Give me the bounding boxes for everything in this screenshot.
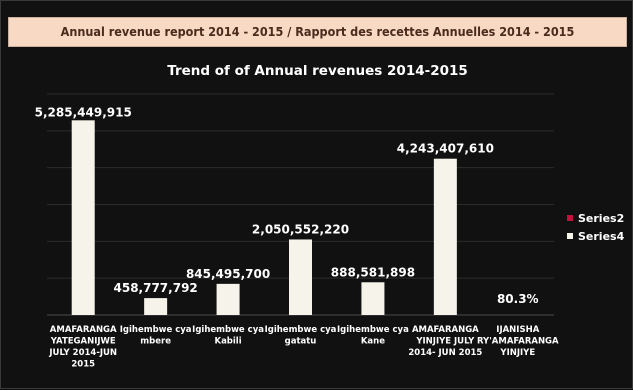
x-tick-label: Kabili <box>214 337 241 347</box>
legend-label-series4: Series4 <box>578 229 625 243</box>
x-tick-label: AMAFARANGA <box>412 325 479 335</box>
bar <box>289 239 312 315</box>
bar <box>216 283 240 315</box>
x-tick-label: gatatu <box>285 337 317 347</box>
x-tick-label: mbere <box>140 337 171 347</box>
legend-label-series2: Series2 <box>578 211 625 225</box>
x-tick-label: Igihembwe cya <box>337 325 409 335</box>
series4-swatch <box>567 233 573 239</box>
report-header: Annual revenue report 2014 - 2015 / Rapp… <box>8 17 627 47</box>
legend-item-series4: Series4 <box>567 227 624 245</box>
bar <box>71 120 95 315</box>
x-tick-label: AMAFARANGA <box>50 325 117 335</box>
data-label: 2,050,552,220 <box>252 222 349 236</box>
data-label: 5,285,449,915 <box>35 105 132 119</box>
data-label: 458,777,792 <box>114 281 198 295</box>
data-label: 4,243,407,610 <box>397 142 494 156</box>
bar <box>433 158 457 315</box>
x-tick-label: YINJIYE <box>499 348 535 358</box>
legend-item-series2: Series2 <box>567 209 624 227</box>
bar <box>361 282 385 315</box>
bar <box>144 298 168 315</box>
chart-title: Trend of of Annual revenues 2014-2015 <box>167 63 468 79</box>
data-label: 888,581,898 <box>331 265 415 279</box>
x-tick-label: IJANISHA <box>496 325 539 335</box>
x-tick-label: YINJIYE JULY <box>415 337 475 347</box>
bars <box>71 120 457 315</box>
x-tick-label: Igihembwe cya <box>265 325 337 335</box>
x-tick-label: YATEGANIJWE <box>50 337 116 347</box>
gridlines <box>47 93 554 316</box>
x-tick-label: JULY 2014-JUN <box>48 348 117 358</box>
x-tick-label: 2014- JUN 2015 <box>408 348 482 358</box>
series2-swatch <box>567 215 573 221</box>
x-tick-label: 2015 <box>71 360 95 370</box>
x-tick-label: Igihembwe cya <box>192 325 264 335</box>
x-tick-label: Igihembwe cya <box>120 325 192 335</box>
data-label: 845,495,700 <box>186 267 270 281</box>
data-label: 80.3% <box>497 292 539 306</box>
x-tick-label: Kane <box>361 337 385 347</box>
legend: Series2 Series4 <box>567 209 624 245</box>
x-tick-label: RY'AMAFARANGA <box>477 337 559 347</box>
